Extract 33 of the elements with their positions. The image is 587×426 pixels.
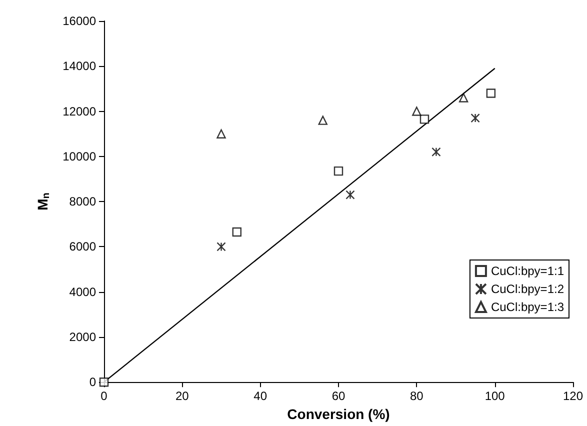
x-axis-title: Conversion (%) [287,406,390,422]
legend-label: CuCl:bpy=1:3 [490,300,564,314]
legend-label: CuCl:bpy=1:2 [490,282,564,296]
x-tick-label: 80 [410,389,424,404]
x-tick-label: 100 [484,389,506,404]
y-tick-label: 4000 [69,284,96,299]
legend-label: CuCl:bpy=1:1 [490,264,564,278]
y-tick-label: 8000 [69,194,96,209]
point [318,116,328,125]
point [486,88,496,98]
point [232,227,242,237]
y-tick-label: 14000 [62,59,96,74]
y-tick-label: 10000 [62,149,96,164]
point [432,147,441,156]
y-tick-label: 2000 [69,330,96,344]
x-tick-label: 20 [175,389,190,404]
x-tick-label: 60 [332,389,346,404]
y-tick-label: 6000 [69,240,96,254]
y-axis-title: Mn [34,192,52,210]
point [458,93,468,102]
y-tick-label: 12000 [62,104,96,118]
point [216,242,226,252]
point [412,106,422,116]
x-tick-label: 120 [562,389,584,404]
point [346,190,355,200]
y-tick-label: 16000 [62,14,96,28]
point [334,166,344,176]
point [470,113,480,123]
point [420,114,430,124]
x-tick-label: 0 [100,389,108,404]
point [216,129,226,138]
y-tick-label: 0 [89,375,96,390]
x-tick-label: 40 [254,389,268,404]
